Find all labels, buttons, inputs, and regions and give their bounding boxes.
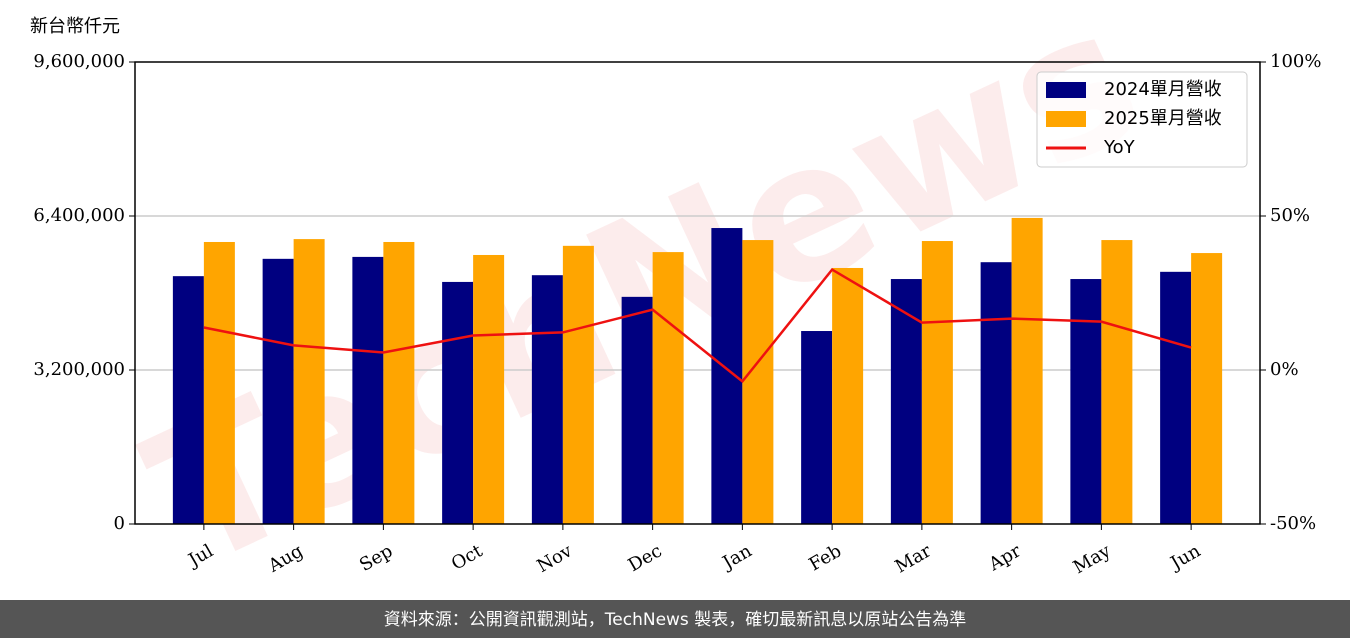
y-tick-label: 9,600,000 <box>33 51 125 72</box>
x-tick-label: Dec <box>625 540 666 576</box>
y2-tick-label: 0% <box>1270 359 1299 380</box>
x-tick-label: Jun <box>1166 540 1205 575</box>
y-tick-label: 0 <box>114 513 125 534</box>
bar <box>473 254 505 524</box>
y-axis-label: 新台幣仟元 <box>30 16 120 37</box>
bar <box>652 252 684 524</box>
x-tick-label: Feb <box>805 540 845 575</box>
bar <box>172 276 204 524</box>
footer-text: 資料來源：公開資訊觀測站，TechNews 製表，確切最新訊息以原站公告為準 <box>384 610 966 630</box>
x-tick-label: May <box>1070 540 1115 578</box>
y-tick-label: 3,200,000 <box>33 359 125 380</box>
x-tick-label: Jan <box>718 540 756 574</box>
plot-frame <box>134 61 1261 525</box>
legend-label: 2024單月營收 <box>1104 79 1222 100</box>
bar <box>1011 217 1043 525</box>
bar <box>621 296 653 524</box>
bar <box>890 279 922 524</box>
bar <box>1101 240 1133 524</box>
legend-label: 2025單月營收 <box>1104 108 1222 129</box>
bar <box>711 228 743 524</box>
bar <box>980 262 1012 524</box>
legend-label: YoY <box>1103 137 1136 158</box>
line <box>203 267 1192 384</box>
y-tick-label: 6,400,000 <box>33 205 125 226</box>
bar <box>352 256 384 524</box>
bar <box>442 281 474 524</box>
bar <box>1070 279 1102 524</box>
bar <box>1191 253 1223 524</box>
x-tick-label: Oct <box>448 540 487 575</box>
bar <box>562 245 594 524</box>
y2-tick-label: -50% <box>1270 513 1316 534</box>
bar <box>203 241 235 525</box>
bar <box>801 331 833 524</box>
x-tick-label: Mar <box>892 540 936 577</box>
bar <box>832 267 864 524</box>
legend-swatch <box>1046 111 1086 127</box>
legend-swatch <box>1046 82 1086 98</box>
bar <box>293 239 325 524</box>
bar <box>383 241 415 525</box>
x-tick-label: Apr <box>985 540 1025 575</box>
y2-tick-label: 50% <box>1270 205 1310 226</box>
legend: 2024單月營收 2025單月營收 YoY <box>1036 71 1248 168</box>
bar <box>921 241 953 524</box>
bar <box>531 275 563 524</box>
y2-tick-label: 100% <box>1270 51 1321 72</box>
bar <box>742 240 774 524</box>
x-tick-label: Sep <box>356 540 396 575</box>
bar <box>262 258 294 524</box>
x-tick-label: Nov <box>534 540 577 577</box>
legend-box <box>1036 71 1248 168</box>
bar <box>1160 271 1192 524</box>
footer-bar <box>0 600 1350 638</box>
